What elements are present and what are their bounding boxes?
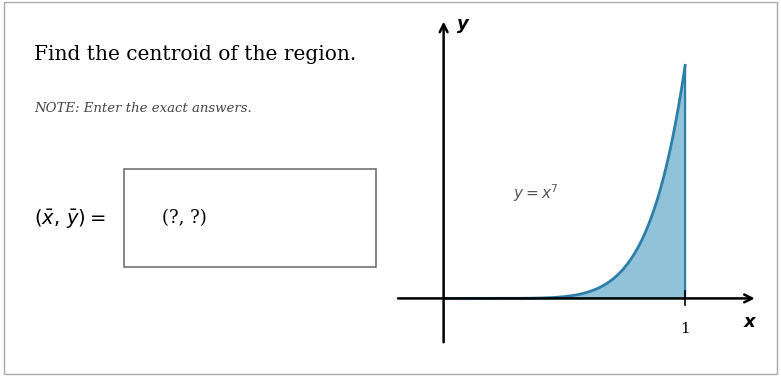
Text: $\boldsymbol{x}$: $\boldsymbol{x}$ bbox=[743, 313, 758, 331]
Text: $\boldsymbol{y}$: $\boldsymbol{y}$ bbox=[456, 17, 470, 35]
Text: Find the centroid of the region.: Find the centroid of the region. bbox=[34, 45, 357, 64]
Text: (?, ?): (?, ?) bbox=[162, 209, 206, 227]
Text: NOTE: Enter the exact answers.: NOTE: Enter the exact answers. bbox=[34, 102, 252, 115]
Text: 1: 1 bbox=[680, 322, 690, 336]
FancyBboxPatch shape bbox=[124, 169, 376, 267]
Text: $y = x^7$: $y = x^7$ bbox=[512, 183, 558, 205]
Text: $(\bar{x},\, \bar{y}) = $: $(\bar{x},\, \bar{y}) = $ bbox=[34, 206, 106, 230]
